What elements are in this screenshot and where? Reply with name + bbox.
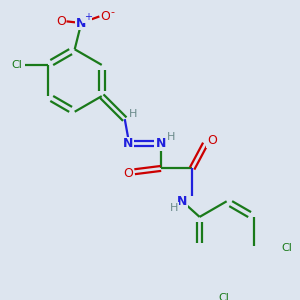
Text: H: H <box>167 132 175 142</box>
Text: O: O <box>56 15 66 28</box>
Text: O: O <box>100 10 110 23</box>
Text: Cl: Cl <box>281 243 292 253</box>
Text: +: + <box>84 12 92 22</box>
Text: H: H <box>129 109 137 119</box>
Text: Cl: Cl <box>218 293 229 300</box>
Text: O: O <box>123 167 133 180</box>
Text: Cl: Cl <box>12 60 23 70</box>
Text: H: H <box>170 203 178 213</box>
Text: N: N <box>156 137 166 150</box>
Text: -: - <box>110 7 115 17</box>
Text: N: N <box>177 195 188 208</box>
Text: N: N <box>123 137 133 150</box>
Text: N: N <box>76 16 86 29</box>
Text: O: O <box>207 134 217 147</box>
